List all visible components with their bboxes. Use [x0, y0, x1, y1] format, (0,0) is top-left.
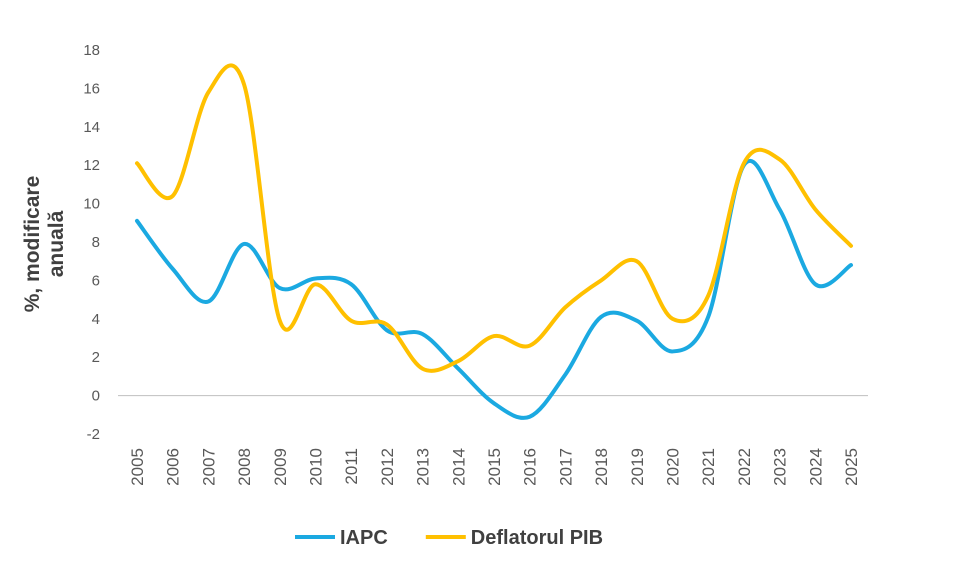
series-line	[135, 63, 853, 373]
y-tick-label: -2	[87, 426, 100, 443]
x-tick-label: 2017	[556, 448, 575, 486]
x-tick-label: 2018	[592, 448, 611, 486]
x-tick-label: 2009	[271, 448, 290, 486]
x-tick-label: 2007	[199, 448, 218, 486]
x-tick-label: 2005	[128, 448, 147, 486]
y-tick-label: 10	[83, 196, 100, 213]
y-tick-label: 0	[92, 388, 100, 405]
y-axis-label: %, modificare anuală	[21, 175, 68, 313]
x-tick-label: 2011	[342, 448, 361, 485]
y-tick-label: 4	[92, 311, 100, 328]
y-tick-label: 12	[83, 157, 100, 174]
x-tick-label: 2008	[235, 448, 254, 486]
x-tick-label: 2006	[164, 448, 183, 486]
x-tick-label: 2012	[378, 448, 397, 486]
x-tick-label: 2016	[521, 448, 540, 486]
legend-label: Deflatorul PIB	[471, 527, 603, 549]
x-tick-label: 2025	[842, 448, 861, 486]
x-tick-label: 2023	[771, 448, 790, 486]
x-tick-label: 2019	[628, 448, 647, 486]
y-tick-label: 14	[83, 119, 100, 136]
x-tick-label: 2024	[806, 448, 825, 486]
x-tick-label: 2021	[699, 448, 718, 486]
series-line	[135, 159, 853, 420]
x-tick-label: 2020	[664, 448, 683, 486]
x-tick-label: 2022	[735, 448, 754, 486]
legend-label: IAPC	[340, 527, 388, 549]
y-tick-label: 6	[92, 272, 100, 289]
y-tick-label: 16	[83, 80, 100, 97]
y-tick-label: 2	[92, 349, 100, 366]
x-tick-label: 2015	[485, 448, 504, 486]
x-tick-label: 2010	[307, 448, 326, 486]
x-tick-label: 2013	[414, 448, 433, 486]
x-tick-label: 2014	[449, 448, 468, 486]
y-tick-label: 18	[83, 42, 100, 59]
y-tick-label: 8	[92, 234, 100, 251]
